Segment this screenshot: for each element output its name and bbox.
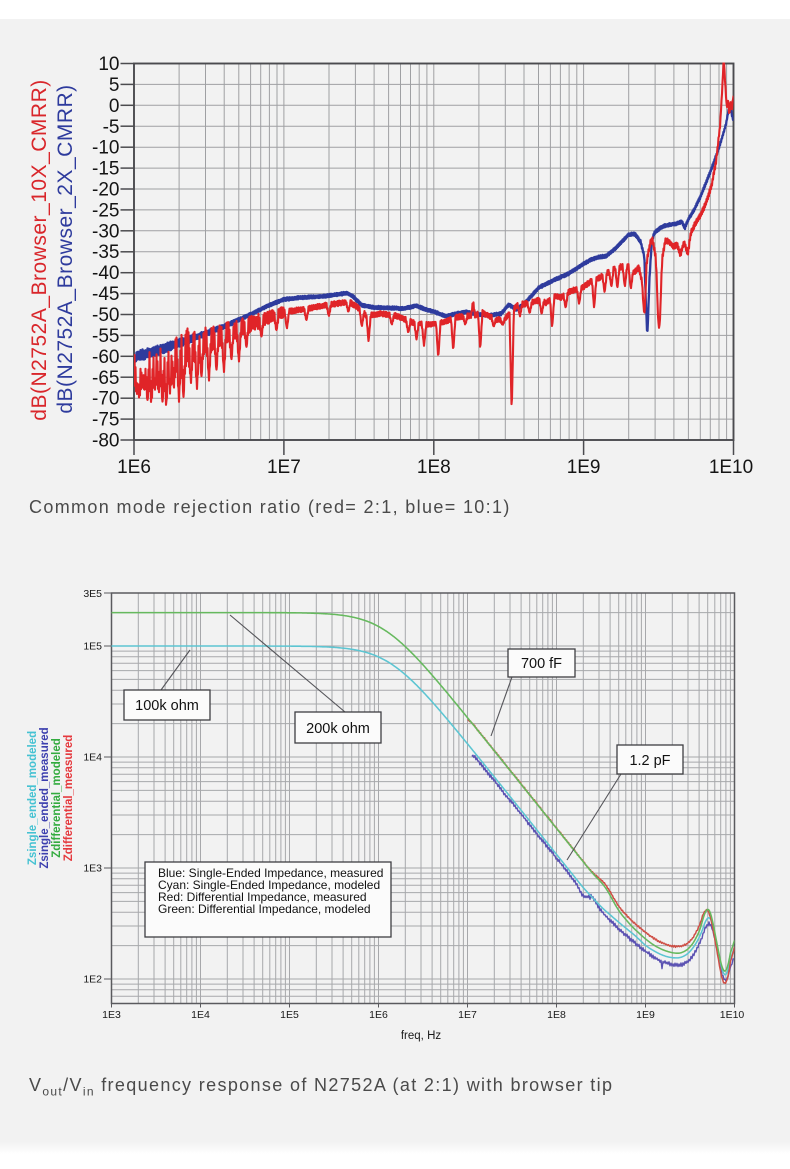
svg-text:Zsingle_ended_measured: Zsingle_ended_measured: [39, 727, 51, 868]
svg-text:1E5: 1E5: [83, 641, 102, 653]
svg-text:-40: -40: [92, 263, 119, 284]
svg-text:1E9: 1E9: [636, 1009, 655, 1021]
svg-text:dB(N2752A_Browser_2X_CMRR): dB(N2752A_Browser_2X_CMRR): [54, 84, 77, 413]
svg-text:1E4: 1E4: [191, 1009, 210, 1021]
svg-text:0: 0: [109, 96, 120, 117]
svg-text:1E9: 1E9: [567, 457, 601, 478]
svg-text:1.2 pF: 1.2 pF: [629, 753, 670, 769]
svg-text:-70: -70: [92, 389, 119, 410]
svg-text:700 fF: 700 fF: [521, 656, 562, 672]
svg-text:Green: Differential Impedance,: Green: Differential Impedance, modeled: [158, 902, 371, 916]
svg-text:1E7: 1E7: [267, 457, 301, 478]
svg-text:Zdifferential_measured: Zdifferential_measured: [63, 735, 75, 862]
svg-text:-10: -10: [92, 138, 119, 159]
svg-text:1E7: 1E7: [458, 1009, 477, 1021]
svg-text:Zsingle_ended_modeled: Zsingle_ended_modeled: [27, 731, 39, 865]
svg-text:-5: -5: [103, 117, 120, 138]
svg-text:3E5: 3E5: [83, 588, 102, 600]
svg-text:100k ohm: 100k ohm: [135, 698, 199, 714]
svg-text:dB(N2752A_Browser_10X_CMRR): dB(N2752A_Browser_10X_CMRR): [28, 79, 51, 420]
svg-text:1E3: 1E3: [83, 863, 102, 875]
svg-text:-45: -45: [92, 284, 119, 305]
svg-text:5: 5: [109, 75, 120, 96]
svg-text:Cyan: Single-Ended Impedance,: Cyan: Single-Ended Impedance, modeled: [158, 878, 380, 892]
svg-text:-30: -30: [92, 221, 119, 242]
svg-text:10: 10: [98, 54, 119, 75]
svg-text:-15: -15: [92, 159, 119, 180]
svg-text:1E3: 1E3: [102, 1009, 121, 1021]
svg-text:-20: -20: [92, 180, 119, 201]
svg-text:1E8: 1E8: [547, 1009, 566, 1021]
svg-text:Blue: Single-Ended Impedance,: Blue: Single-Ended Impedance, measured: [158, 866, 383, 880]
svg-text:freq, Hz: freq, Hz: [401, 1030, 442, 1042]
svg-text:1E4: 1E4: [83, 752, 102, 764]
svg-text:-55: -55: [92, 326, 119, 347]
svg-text:1E10: 1E10: [709, 457, 753, 478]
svg-text:1E8: 1E8: [417, 457, 451, 478]
svg-text:-65: -65: [92, 368, 119, 389]
svg-text:200k ohm: 200k ohm: [306, 721, 370, 737]
svg-text:Zdifferential_modeled: Zdifferential_modeled: [51, 738, 63, 858]
svg-text:1E10: 1E10: [720, 1009, 745, 1021]
svg-text:-25: -25: [92, 200, 119, 221]
svg-text:-75: -75: [92, 410, 119, 431]
svg-text:Red: Differential Impedance, m: Red: Differential Impedance, measured: [158, 890, 367, 904]
svg-text:-80: -80: [92, 431, 119, 452]
svg-text:1E6: 1E6: [117, 457, 151, 478]
svg-text:-60: -60: [92, 347, 119, 368]
svg-text:1E2: 1E2: [83, 974, 102, 986]
svg-text:1E6: 1E6: [369, 1009, 388, 1021]
svg-text:-35: -35: [92, 242, 119, 263]
svg-text:1E5: 1E5: [280, 1009, 299, 1021]
svg-text:-50: -50: [92, 305, 119, 326]
